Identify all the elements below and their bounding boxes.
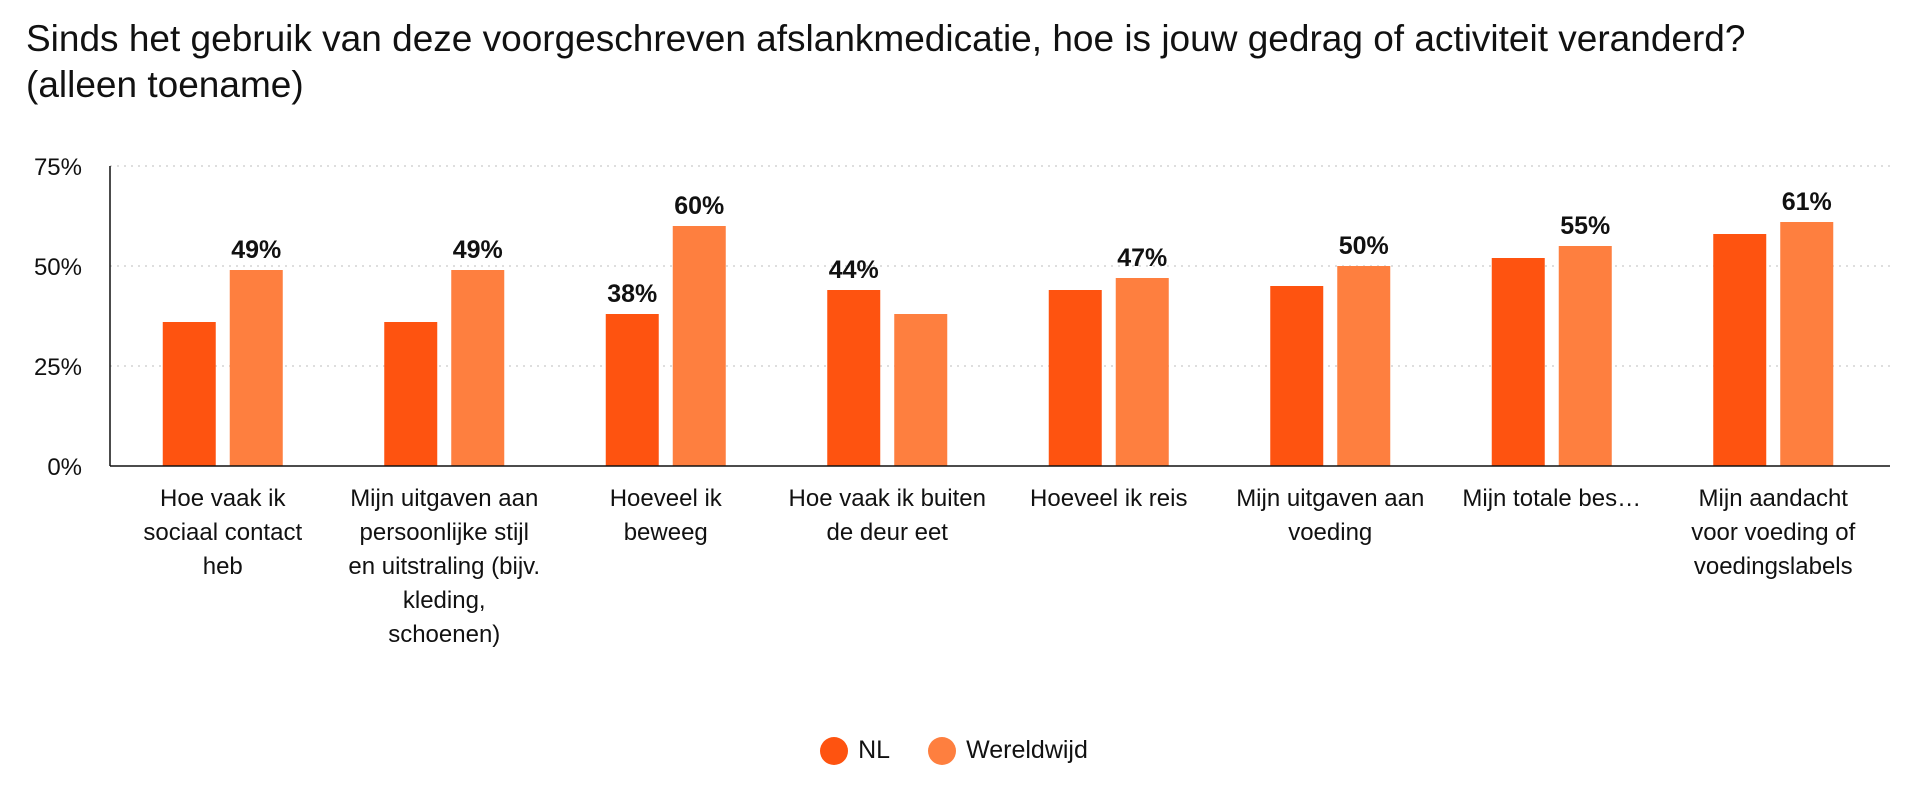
data-label: 49% [231, 236, 281, 264]
bar-wereldwijd [672, 226, 726, 466]
y-axis-ticks: 0% 25% 50% 75% [34, 154, 82, 481]
bar-wereldwijd [1337, 266, 1391, 466]
x-tick-label: Hoe vaak ik buiten de deur eet [788, 485, 986, 546]
chart-title: Sinds het gebruik van deze voorgeschreve… [26, 18, 1746, 105]
legend: NL Wereldwijd [0, 736, 1908, 765]
legend-item-nl[interactable]: NL [820, 736, 890, 765]
bar-nl [384, 322, 438, 466]
legend-label-wereldwijd: Wereldwijd [966, 736, 1088, 764]
x-tick-label: Hoeveel ik reis [1030, 485, 1188, 512]
y-tick-label: 75% [34, 154, 82, 181]
y-tick-label: 50% [34, 254, 82, 281]
x-tick-label: Mijn aandacht voor voeding of voedingsla… [1691, 485, 1856, 580]
bar-wereldwijd [1558, 246, 1612, 466]
legend-item-wereldwijd[interactable]: Wereldwijd [928, 736, 1088, 765]
legend-swatch-nl [820, 736, 849, 765]
bar-nl [1491, 258, 1545, 466]
x-tick-label: Hoe vaak ik sociaal contact heb [143, 485, 303, 580]
bar-wereldwijd [1780, 222, 1834, 466]
legend-label-nl: NL [858, 736, 891, 764]
bar-nl [1048, 290, 1102, 466]
data-label: 47% [1117, 244, 1167, 272]
bar-wereldwijd [894, 314, 948, 466]
data-label: 61% [1782, 188, 1832, 216]
bar-wereldwijd [1115, 278, 1169, 466]
bar-nl [1270, 286, 1324, 466]
bar-wereldwijd [229, 270, 283, 466]
bar-nl [827, 290, 881, 466]
data-label: 44% [829, 256, 879, 284]
bars [162, 222, 1834, 466]
x-tick-label: Mijn uitgaven aan voeding [1236, 485, 1425, 546]
x-tick-label: Mijn uitgaven aan persoonlijke stijl en … [348, 485, 541, 648]
x-tick-label: Mijn totale bes… [1462, 485, 1642, 512]
bar-wereldwijd [451, 270, 505, 466]
bar-nl [605, 314, 659, 466]
bar-nl [1713, 234, 1767, 466]
data-labels: 49% 49% 38% 60% 44% 47% 50% 55% 61% [231, 188, 1832, 308]
data-label: 55% [1560, 212, 1610, 240]
data-label: 50% [1339, 232, 1389, 260]
data-label: 49% [453, 236, 503, 264]
gridlines [110, 165, 1890, 367]
y-tick-label: 25% [34, 354, 82, 381]
x-tick-label: Hoeveel ik beweeg [609, 485, 722, 546]
data-label: 38% [607, 280, 657, 308]
legend-swatch-wereldwijd [928, 736, 957, 765]
bar-nl [162, 322, 216, 466]
y-tick-label: 0% [47, 454, 82, 481]
data-label: 60% [674, 192, 724, 220]
